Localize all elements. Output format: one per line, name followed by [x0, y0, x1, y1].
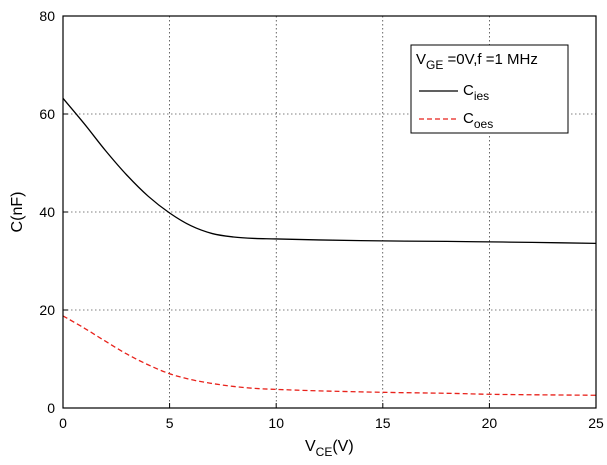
x-axis-label-sub: CE: [316, 445, 333, 459]
x-axis-label-main: V: [305, 438, 316, 455]
legend-header-suffix: =0V,f =1 MHz: [443, 51, 538, 68]
legend-label-oes: Coes: [463, 110, 493, 131]
y-tick-label: 80: [39, 8, 55, 24]
x-tick-label: 5: [166, 415, 174, 431]
y-tick-label: 60: [39, 106, 55, 122]
y-axis-label: C(nF): [9, 192, 26, 233]
x-axis-label-suffix: (V): [332, 438, 353, 455]
legend-label-ies-main: C: [463, 82, 474, 99]
x-axis-label: VCE(V): [305, 438, 354, 459]
x-tick-label: 15: [375, 415, 391, 431]
series-layer: [62, 97, 597, 396]
legend-header: VGE =0V,f =1 MHz: [416, 51, 538, 72]
y-tick-label: 20: [39, 302, 55, 318]
legend-label-ies-sub: ies: [474, 89, 489, 103]
y-tick-label: 40: [39, 204, 55, 220]
x-tick-label: 10: [268, 415, 284, 431]
legend-header-main: V: [416, 51, 426, 68]
legend: VGE =0V,f =1 MHz Cies Coes: [410, 44, 569, 134]
series-line-ies: [62, 97, 597, 245]
x-tick-label: 0: [59, 415, 67, 431]
legend-label-oes-sub: oes: [474, 117, 493, 131]
y-tick-label: 0: [47, 400, 55, 416]
legend-label-ies: Cies: [463, 82, 489, 103]
series-line-oes: [62, 315, 597, 396]
x-tick-label: 25: [588, 415, 604, 431]
legend-box: [410, 44, 569, 134]
legend-label-oes-main: C: [463, 110, 474, 127]
tick-layer: 0 5 10 15 20 25 0 20 40 60 80: [39, 8, 604, 431]
x-tick-label: 20: [482, 415, 498, 431]
legend-header-sub: GE: [426, 58, 443, 72]
